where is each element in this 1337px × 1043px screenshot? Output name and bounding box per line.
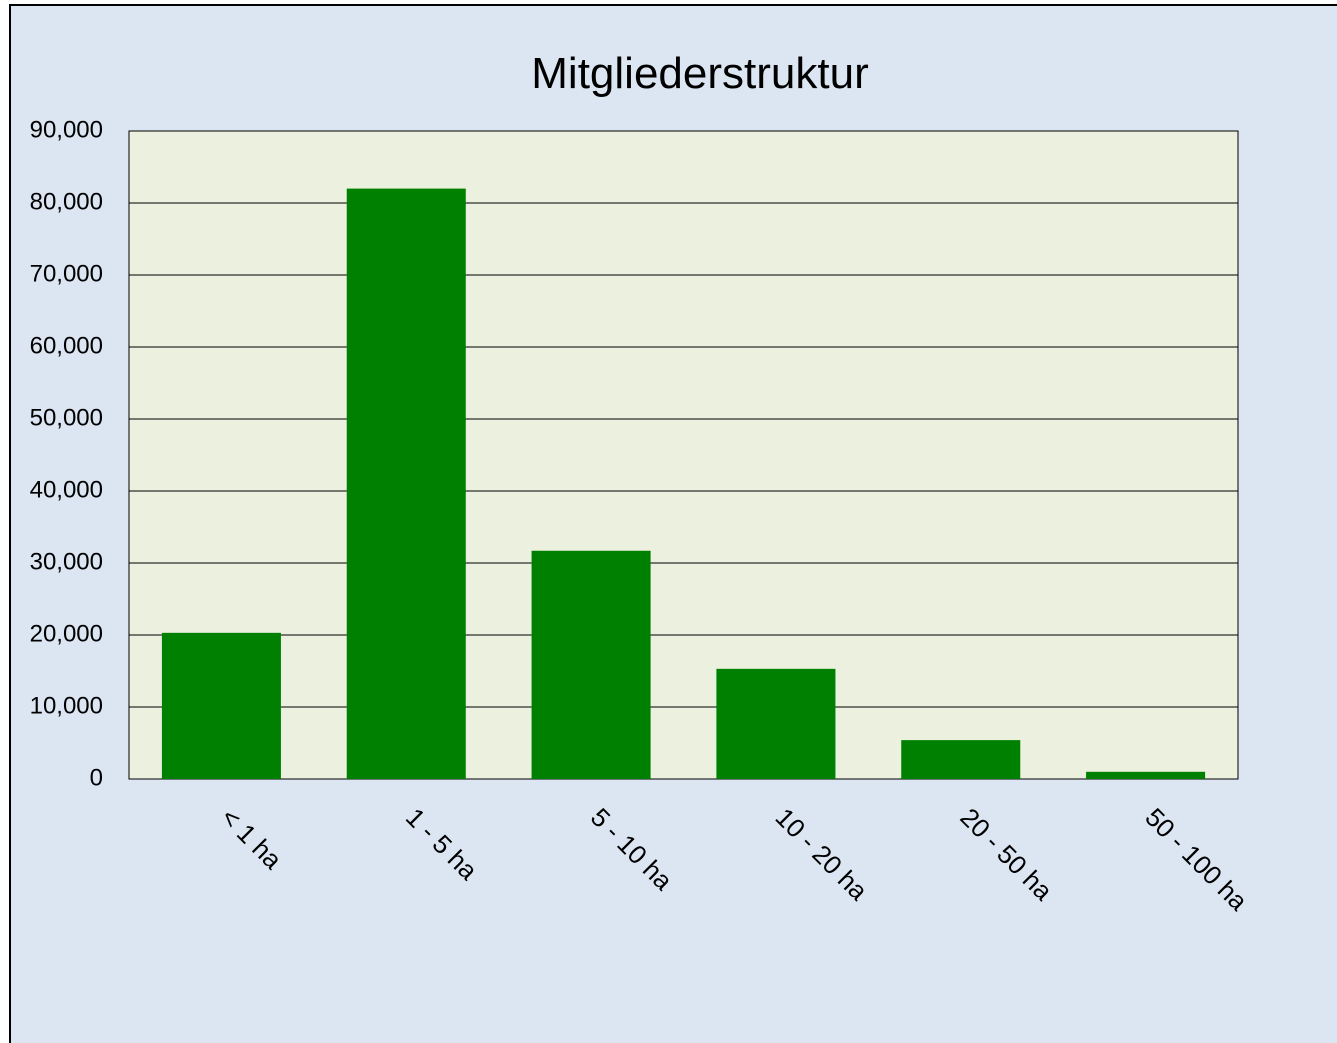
y-tick-label: 30,000 (30, 548, 103, 575)
bar (161, 632, 281, 779)
chart-title: Mitgliederstruktur (531, 49, 868, 98)
bar (531, 550, 651, 779)
y-tick-label: 80,000 (30, 188, 103, 215)
y-tick-label: 50,000 (30, 404, 103, 431)
y-tick-label: 20,000 (30, 620, 103, 647)
plot-area (128, 130, 1239, 780)
bar (346, 188, 466, 780)
y-tick-label: 40,000 (30, 476, 103, 503)
y-tick-label: 90,000 (30, 116, 103, 143)
bar (1086, 771, 1206, 779)
y-tick-label: 60,000 (30, 332, 103, 359)
y-tick-label: 0 (90, 764, 103, 791)
y-tick-label: 70,000 (30, 260, 103, 287)
y-tick-label: 10,000 (30, 692, 103, 719)
bar (901, 740, 1021, 779)
bar (716, 668, 836, 779)
